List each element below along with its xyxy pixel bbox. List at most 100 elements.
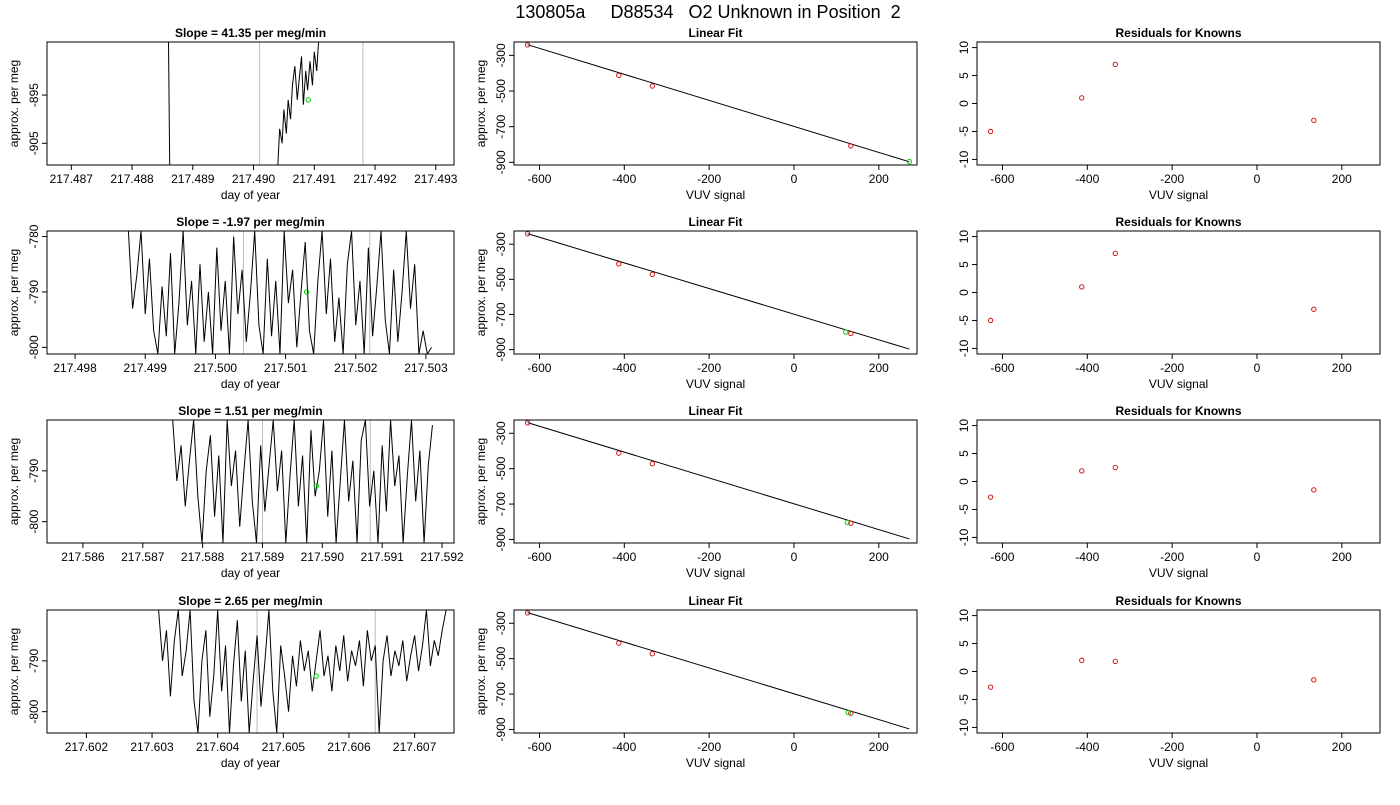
x-tick-label: -400 <box>612 740 636 754</box>
x-tick-label: -200 <box>697 172 721 186</box>
panel-frame <box>46 230 455 355</box>
data-point-1 <box>1079 284 1085 290</box>
x-axis-label: day of year <box>221 188 280 202</box>
x-axis-label: VUV signal <box>686 566 745 580</box>
y-axis-label: approx. per meg <box>7 60 21 147</box>
x-tick-label: 217.489 <box>171 172 215 186</box>
data-point-3 <box>848 520 854 526</box>
series-line-0 <box>172 420 433 543</box>
y-tick-label: -900 <box>494 527 508 551</box>
x-tick-label: 200 <box>869 172 889 186</box>
x-tick-label: 217.587 <box>121 550 165 564</box>
x-tick-label: -200 <box>697 361 721 375</box>
x-tick-label: -400 <box>1075 361 1099 375</box>
panel-grid: Slope = 41.35 per meg/min 217.487 217.488 2… <box>7 26 1381 770</box>
panel-title: Residuals for Knowns <box>1115 594 1241 608</box>
data-point-0 <box>987 317 994 324</box>
panel-frame <box>46 609 455 734</box>
data-point-3 <box>1311 487 1317 493</box>
y-tick-label: 0 <box>957 100 971 107</box>
plot-area <box>167 42 364 165</box>
panel-title: Residuals for Knowns <box>1115 215 1241 229</box>
y-tick-label: -5 <box>957 504 971 515</box>
panel-frame <box>513 41 918 166</box>
x-axis-label: day of year <box>221 756 280 770</box>
y-tick-label: -900 <box>494 717 508 741</box>
plot-area <box>172 420 433 543</box>
y-tick-label: 0 <box>957 478 971 485</box>
x-tick-label: 0 <box>791 172 798 186</box>
x-tick-label: 217.590 <box>301 550 345 564</box>
x-tick-label: -400 <box>612 550 636 564</box>
x-tick-label: 0 <box>1254 361 1261 375</box>
y-tick-label: 0 <box>957 668 971 675</box>
y-tick-label: 10 <box>957 230 971 244</box>
data-point-0 <box>524 610 531 616</box>
y-tick-label: -800 <box>27 509 41 533</box>
highlight-point-0 <box>303 289 310 295</box>
y-tick-label: -300 <box>494 43 508 67</box>
data-point-1 <box>616 261 622 267</box>
y-tick-label: -10 <box>957 339 971 357</box>
x-tick-label: 217.591 <box>360 550 404 564</box>
panel-r0-c2: Residuals for Knowns -600 -400 -200 0 200 10 5 0… <box>957 26 1381 202</box>
x-axis-label: VUV signal <box>686 756 745 770</box>
data-point-3 <box>848 330 854 337</box>
y-tick-label: -300 <box>494 611 508 635</box>
x-tick-label: 217.603 <box>130 740 174 754</box>
panel-title: Linear Fit <box>688 594 742 608</box>
data-point-2 <box>649 271 655 278</box>
panel-frame <box>976 609 1381 734</box>
x-tick-label: -600 <box>990 172 1014 186</box>
panel-title: Residuals for Knowns <box>1115 404 1241 418</box>
y-axis-label: approx. per meg <box>474 438 488 525</box>
y-axis-label: approx. per meg <box>474 628 488 715</box>
data-point-3 <box>848 143 854 149</box>
x-tick-label: 217.503 <box>404 361 448 375</box>
data-point-3 <box>1311 117 1317 123</box>
y-axis-label: approx. per meg <box>7 249 21 336</box>
plot-area <box>987 464 1317 500</box>
x-tick-label: -600 <box>990 740 1014 754</box>
x-tick-label: 0 <box>1254 172 1261 186</box>
data-point-0 <box>987 684 994 690</box>
x-tick-label: 217.588 <box>181 550 225 564</box>
y-tick-label: -5 <box>957 315 971 326</box>
x-tick-label: -400 <box>612 361 636 375</box>
panel-r2-c0: Slope = 1.51 per meg/min 217.586 217.587 21… <box>7 404 464 580</box>
x-tick-label: -600 <box>527 361 551 375</box>
x-tick-label: -400 <box>1075 172 1099 186</box>
panel-r3-c0: Slope = 2.65 per meg/min 217.602 217.603 21… <box>7 594 455 770</box>
y-tick-label: -300 <box>494 421 508 445</box>
series-line-1 <box>277 42 320 165</box>
y-tick-label: -700 <box>494 302 508 326</box>
x-axis-label: VUV signal <box>686 188 745 202</box>
data-point-3 <box>848 710 854 716</box>
x-tick-label: 217.498 <box>53 361 97 375</box>
highlight-point-0 <box>313 673 319 679</box>
x-tick-label: 217.490 <box>232 172 276 186</box>
data-point-2 <box>1112 250 1118 257</box>
x-tick-label: -200 <box>697 740 721 754</box>
highlight-point-0 <box>845 709 851 716</box>
x-tick-label: 200 <box>869 361 889 375</box>
plot-area <box>524 420 910 540</box>
data-point-0 <box>524 420 531 426</box>
panel-r2-c1: Linear Fit -600 -400 -200 0 200 -300 -500 -700 -9… <box>474 404 918 580</box>
panel-title: Linear Fit <box>688 215 742 229</box>
x-tick-label: 0 <box>791 361 798 375</box>
data-point-1 <box>616 72 622 78</box>
y-tick-label: 10 <box>957 419 971 433</box>
highlight-point-0 <box>305 97 311 103</box>
plot-area <box>524 610 910 730</box>
x-tick-label: 217.501 <box>264 361 308 375</box>
x-tick-label: 217.605 <box>262 740 306 754</box>
y-tick-label: 5 <box>957 640 971 647</box>
x-tick-label: -200 <box>1160 550 1184 564</box>
panel-title: Slope = 1.51 per meg/min <box>178 404 322 418</box>
y-tick-label: 0 <box>957 289 971 296</box>
panel-frame <box>513 609 918 734</box>
highlight-point-0 <box>844 519 851 526</box>
data-point-0 <box>987 494 994 500</box>
data-point-0 <box>524 42 531 48</box>
